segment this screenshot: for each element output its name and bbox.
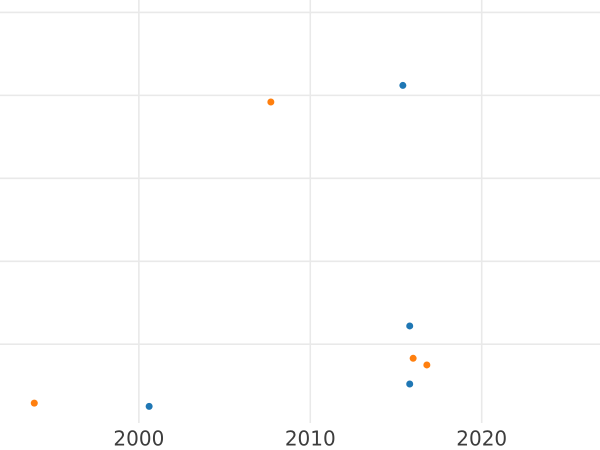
data-point-series-blue: [406, 322, 414, 330]
data-point-series-orange: [423, 361, 431, 369]
data-point-series-blue: [145, 402, 153, 410]
x-tick-label: 2020: [456, 427, 507, 450]
x-tick-label: 2000: [113, 427, 164, 450]
x-axis-tick-labels: 2000 2010 2020: [113, 427, 507, 450]
data-point-series-orange: [30, 399, 38, 407]
data-point-series-orange: [409, 354, 417, 362]
data-point-series-blue: [399, 81, 407, 89]
data-point-series-orange: [267, 98, 275, 106]
x-tick-label: 2010: [285, 427, 336, 450]
data-points: [30, 81, 431, 410]
gridlines: [0, 0, 600, 423]
data-point-series-blue: [406, 380, 414, 388]
